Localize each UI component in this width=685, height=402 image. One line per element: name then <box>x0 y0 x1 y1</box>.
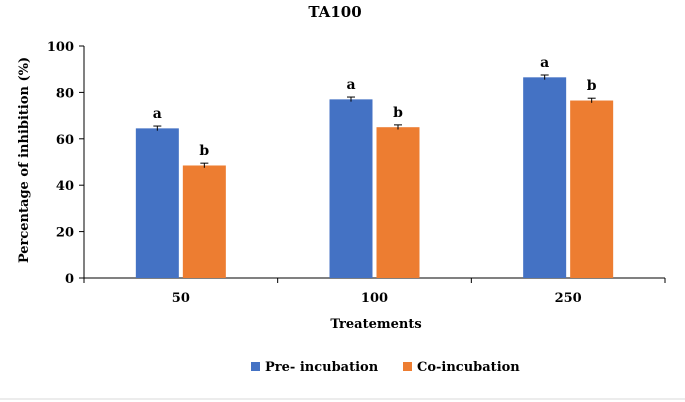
significance-label: b <box>393 105 403 121</box>
legend-swatch-pre-incubation <box>251 362 260 371</box>
y-tick-label: 0 <box>65 272 74 287</box>
x-axis-label: Treatements <box>330 317 421 332</box>
y-axis-label: Percentage of inhibition (%) <box>17 57 32 263</box>
y-tick-label: 80 <box>56 86 74 101</box>
y-tick-label: 40 <box>56 179 74 194</box>
bars: a b a b a b <box>135 55 614 279</box>
x-tick-label: 100 <box>361 291 388 306</box>
x-tick-label: 250 <box>555 291 582 306</box>
bar-pre-incubation <box>523 77 567 278</box>
y-tick-label: 20 <box>56 226 74 241</box>
legend-label-pre-incubation: Pre- incubation <box>265 360 379 375</box>
legend-label-co-incubation: Co-incubation <box>417 360 520 375</box>
y-tick-label: 100 <box>47 40 74 55</box>
y-tick-label: 60 <box>56 133 74 148</box>
chart-title: TA100 <box>308 3 361 21</box>
significance-label: a <box>153 106 162 122</box>
legend-swatch-co-incubation <box>403 362 412 371</box>
significance-label: a <box>540 55 549 71</box>
axes: 0 20 40 60 80 100 50 100 250 <box>47 40 666 306</box>
significance-label: a <box>346 77 355 93</box>
bar-pre-incubation <box>329 99 373 278</box>
bar-co-incubation <box>182 165 226 278</box>
significance-label: b <box>587 78 597 94</box>
bar-co-incubation <box>376 127 420 278</box>
legend: Pre- incubation Co-incubation <box>251 360 520 375</box>
significance-label: b <box>199 143 209 159</box>
bar-co-incubation <box>570 100 614 279</box>
x-tick-label: 50 <box>172 291 190 306</box>
bar-pre-incubation <box>135 128 179 278</box>
